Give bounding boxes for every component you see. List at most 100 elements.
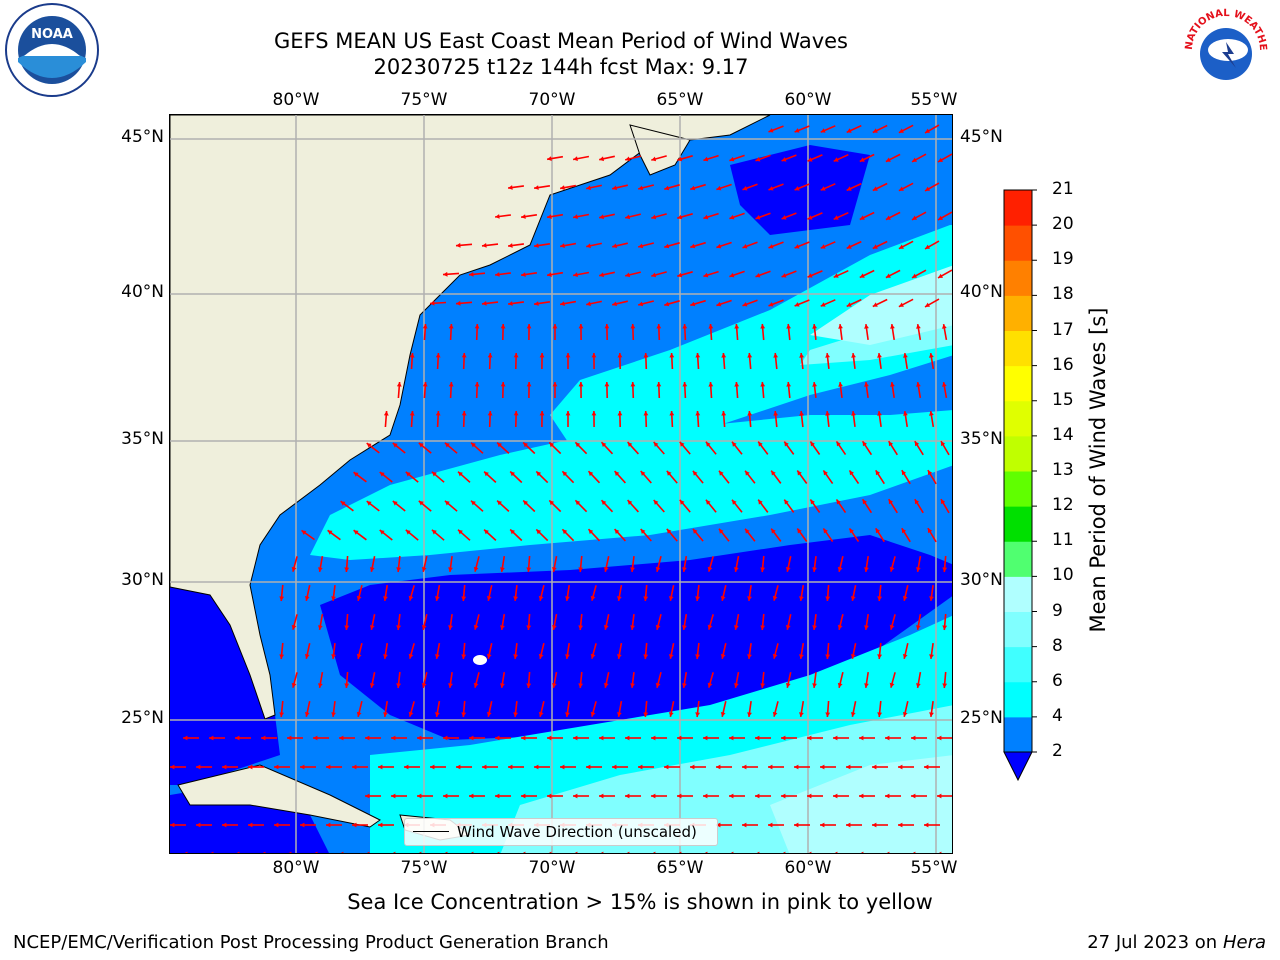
wind-arrow-head	[925, 244, 930, 249]
wind-arrow-head	[799, 654, 804, 659]
wind-arrow-head	[287, 735, 292, 741]
wind-arrow-head	[617, 596, 622, 601]
wind-arrow-head	[732, 441, 737, 447]
wind-arrow-head	[461, 353, 467, 358]
wind-arrow-head	[651, 735, 656, 741]
wind-arrow-head	[590, 595, 596, 601]
colorbar-bin	[1004, 295, 1032, 331]
colorbar-tick-label: 20	[1052, 214, 1074, 235]
wind-arrow-head	[656, 382, 662, 387]
wind-arrow-head	[664, 243, 670, 249]
noaa-logo: NOAA	[4, 2, 100, 98]
wind-arrow-head	[552, 324, 558, 329]
wind-arrow-head	[508, 301, 513, 306]
wind-arrow-head	[825, 712, 831, 717]
wind-arrow-head	[911, 793, 916, 799]
wind-arrow-head	[448, 567, 453, 572]
wind-arrow-head	[875, 470, 881, 476]
wind-arrow-head	[666, 470, 672, 476]
wind-arrow-head	[668, 654, 674, 659]
wind-arrow-head	[655, 682, 661, 688]
wind-arrow-head	[666, 528, 672, 534]
wind-arrow-head	[925, 186, 930, 191]
wind-arrow-head	[901, 528, 907, 534]
wind-arrow-head	[560, 185, 565, 190]
wind-arrow-head	[508, 764, 513, 770]
wind-arrow-head	[549, 500, 555, 506]
wind-arrow-head	[365, 793, 370, 799]
wind-arrow-head	[261, 735, 266, 741]
wind-arrow-head	[938, 157, 943, 162]
wind-arrow-head	[729, 735, 734, 741]
wind-arrow-head	[630, 382, 636, 387]
wind-arrow-head	[573, 272, 578, 277]
wind-arrow-head	[677, 272, 683, 278]
wind-arrow-head	[396, 683, 401, 688]
lon-label-top-80w: 80°W	[272, 90, 320, 110]
wind-arrow-head	[301, 530, 307, 535]
wind-arrow-head	[565, 712, 570, 717]
wind-arrow-head	[591, 411, 597, 416]
wind-arrow-head	[938, 215, 943, 220]
wind-arrow-head	[331, 596, 336, 601]
wind-arrow-head	[794, 244, 800, 249]
wind-arrow-head	[695, 596, 700, 601]
wind-arrow-head	[771, 528, 776, 534]
wind-arrow-head	[484, 529, 489, 535]
wind-arrow-head	[604, 324, 610, 329]
wind-arrow-head	[458, 471, 463, 477]
wind-arrow-head	[742, 302, 748, 307]
wind-arrow-head	[378, 822, 383, 828]
wind-arrow-head	[612, 243, 617, 249]
wind-arrow-head	[536, 471, 542, 477]
wind-arrow-head	[846, 244, 852, 249]
colorbar-bin	[1004, 576, 1032, 612]
wind-arrow-head	[473, 566, 479, 572]
wind-arrow-head	[742, 244, 748, 249]
wind-arrow-head	[833, 215, 839, 220]
wind-arrow-head	[807, 215, 813, 220]
wind-arrow-head	[833, 157, 839, 162]
wind-arrow-head	[669, 411, 675, 416]
wind-arrow-head	[902, 712, 908, 717]
wind-arrow-head	[565, 353, 571, 358]
wind-arrow-head	[523, 500, 528, 506]
wind-arrow-head	[444, 442, 450, 448]
wind-arrow-head	[222, 764, 227, 770]
wind-arrow-head	[523, 442, 528, 448]
wind-arrow-head	[482, 301, 487, 306]
wind-arrow-head	[721, 411, 727, 416]
wind-arrow-head	[521, 214, 526, 219]
colorbar-bin	[1004, 646, 1032, 683]
wind-arrow-head	[807, 157, 813, 162]
wind-arrow-head	[184, 851, 188, 853]
colorbar-bin	[1004, 260, 1032, 296]
colorbar-bin	[1004, 611, 1032, 648]
wind-arrow-head	[170, 764, 175, 770]
wind-arrow-head	[603, 567, 609, 572]
wind-arrow-head	[825, 654, 831, 659]
wind-arrow-head	[846, 302, 852, 307]
wind-arrow-head	[304, 654, 310, 659]
wind-arrow-head	[653, 442, 659, 447]
wind-arrow-head	[326, 764, 331, 770]
wind-arrow-head	[288, 851, 292, 853]
wind-arrow-head	[941, 499, 946, 505]
wind-arrow-head	[640, 471, 646, 476]
wind-arrow-head	[656, 324, 662, 329]
wind-arrow-head	[755, 273, 761, 278]
wind-arrow-head	[408, 653, 414, 659]
wind-arrow-head	[664, 301, 670, 307]
wind-arrow-head	[745, 528, 750, 534]
wind-arrow-head	[391, 793, 396, 799]
wind-arrow-head	[942, 382, 947, 387]
wind-arrow-head	[837, 682, 843, 688]
wind-arrow-head	[929, 596, 934, 601]
wind-arrow-head	[850, 654, 856, 659]
wind-arrow-head	[677, 156, 683, 162]
wind-arrow-head	[526, 324, 532, 329]
wind-arrow-head	[885, 735, 890, 741]
wind-arrow-head	[421, 683, 427, 688]
sea-ice-note: Sea Ice Concentration > 15% is shown in …	[0, 890, 1280, 914]
wind-arrow-head	[872, 128, 878, 133]
